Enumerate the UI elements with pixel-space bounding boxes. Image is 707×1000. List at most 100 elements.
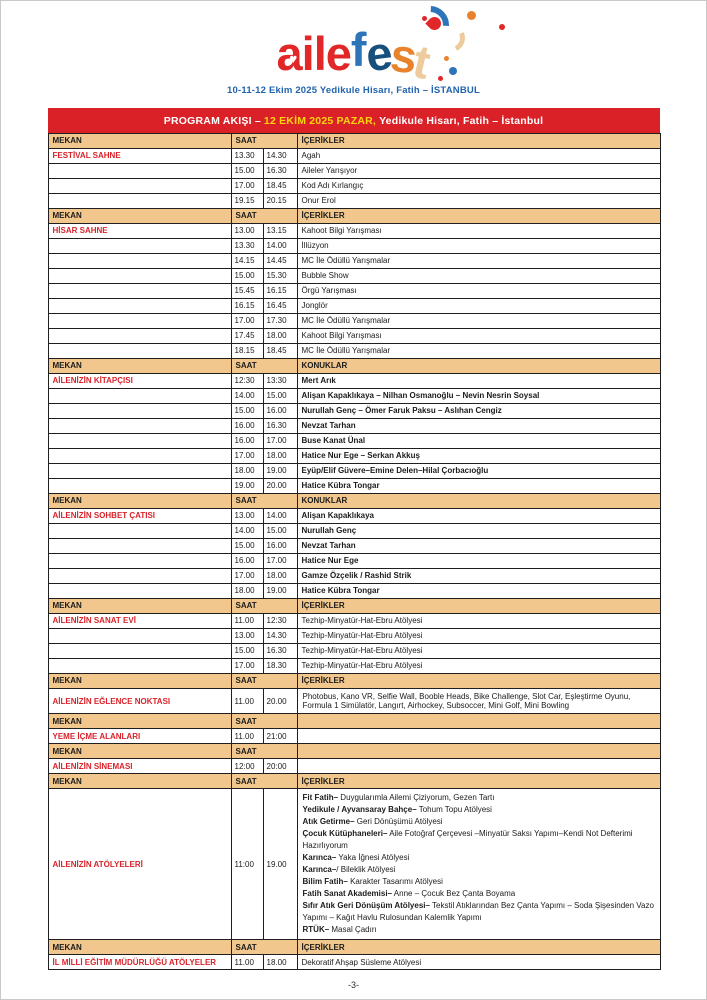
- start-time-cell: 16.00: [230, 433, 264, 449]
- column-header-content: İÇERİKLER: [296, 673, 661, 689]
- column-header-mekan: MEKAN: [47, 358, 232, 374]
- table-row: 16.00 16.30 Nevzat Tarhan: [47, 418, 661, 434]
- section-header-row: MEKAN SAAT: [47, 713, 661, 730]
- start-time-cell: 13.00: [230, 508, 264, 524]
- workshop-item: Çocuk Kütüphaneleri– Aile Fotoğraf Çerçe…: [302, 829, 633, 851]
- venue-cell: AİLENİZİN KİTAPÇISI: [47, 373, 232, 389]
- venue-cell: YEME İÇME ALANLARI: [47, 728, 232, 745]
- venue-cell: AİLENİZİN EĞLENCE NOKTASI: [47, 687, 232, 715]
- start-time-cell: 17.00: [230, 568, 264, 584]
- start-time-cell: 13.30: [230, 238, 264, 254]
- column-header-content: İÇERİKLER: [296, 939, 661, 956]
- workshop-item: Karınca– Yaka İğnesi Atölyesi: [302, 853, 410, 863]
- start-time-cell: 13.00: [230, 628, 264, 644]
- confetti-dot-icon: [421, 16, 427, 21]
- end-time-cell: 18.30: [262, 658, 298, 674]
- start-time-cell: 19.00: [230, 478, 264, 494]
- page-number: -3-: [348, 980, 359, 991]
- end-time-cell: 19.00: [262, 788, 298, 941]
- venue-cell: [47, 418, 232, 434]
- venue-cell: [47, 463, 232, 479]
- end-time-cell: 20.00: [262, 478, 298, 494]
- table-row: 18.00 19.00 Hatice Kübra Tongar: [47, 583, 661, 599]
- end-time-cell: 15.00: [262, 388, 298, 404]
- content-cell: Onur Erol: [296, 193, 661, 209]
- column-header-saat: SAAT: [230, 358, 298, 374]
- content-cell: [296, 758, 661, 775]
- content-cell: Dekoratif Ahşap Süsleme Atölyesi: [296, 954, 661, 971]
- venue-cell: [47, 553, 232, 569]
- table-row: 19.00 20.00 Hatice Kübra Tongar: [47, 478, 661, 494]
- content-cell: Tezhip-Minyatür-Hat-Ebru Atölyesi: [296, 658, 661, 674]
- venue-cell: [47, 568, 232, 584]
- start-time-cell: 17.45: [230, 328, 264, 344]
- venue-cell: [47, 388, 232, 404]
- column-header-content: KONUKLAR: [296, 493, 661, 509]
- start-time-cell: 15.00: [230, 643, 264, 659]
- confetti-dot-icon: [437, 76, 443, 81]
- venue-cell: [47, 313, 232, 329]
- table-row: AİLENİZİN ATÖLYELERİ 11:00 19.00 Fit Fatih–…: [47, 788, 661, 941]
- venue-cell: AİLENİZİN ATÖLYELERİ: [47, 788, 232, 941]
- start-time-cell: 16.15: [230, 298, 264, 314]
- logo-letters-aile: aile: [276, 27, 352, 80]
- column-header-saat: SAAT: [230, 713, 298, 730]
- table-row: AİLENİZİN SİNEMASI 12:00 20:00: [47, 758, 661, 775]
- end-time-cell: 19.00: [262, 583, 298, 599]
- section-header-row: MEKAN SAAT İÇERİKLER: [47, 939, 661, 956]
- table-row: 19.15 20.15 Onur Erol: [47, 193, 661, 209]
- table-row: FESTİVAL SAHNE 13.30 14.30 Agah: [47, 148, 661, 164]
- table-row: HİSAR SAHNE 13.00 13.15 Kahoot Bilgi Yarışm…: [47, 223, 661, 239]
- venue-cell: [47, 253, 232, 269]
- workshop-item: Atık Getirme– Geri Dönüşümü Atölyesi: [302, 817, 443, 827]
- content-cell: Aileler Yarışıyor: [296, 163, 661, 179]
- table-row: 15.45 16.15 Örgü Yarışması: [47, 283, 661, 299]
- program-title-bar: PROGRAM AKIŞI – 12 EKİM 2025 PAZAR, Yedi…: [47, 108, 660, 133]
- venue-cell: [47, 403, 232, 419]
- confetti-dot-icon: [448, 67, 457, 75]
- end-time-cell: 16.15: [262, 283, 298, 299]
- table-row: 14.00 15.00 Alişan Kapaklıkaya – Nilhan Os…: [47, 388, 661, 404]
- end-time-cell: 14.45: [262, 253, 298, 269]
- content-cell: Agah: [296, 148, 661, 164]
- end-time-cell: 18.00: [262, 568, 298, 584]
- table-row: 15.00 16.00 Nevzat Tarhan: [47, 538, 661, 554]
- column-header-saat: SAAT: [230, 208, 298, 224]
- end-time-cell: 17.00: [262, 433, 298, 449]
- start-time-cell: 11.00: [230, 728, 264, 745]
- venue-cell: [47, 178, 232, 194]
- content-cell: Gamze Özçelik / Rashid Strik: [296, 568, 661, 584]
- column-header-mekan: MEKAN: [47, 493, 232, 509]
- confetti-dot-icon: [498, 24, 505, 30]
- program-table-body: MEKAN SAAT İÇERİKLER FESTİVAL SAHNE 13.30 14.…: [47, 133, 661, 971]
- start-time-cell: 17.00: [230, 313, 264, 329]
- venue-cell: [47, 193, 232, 209]
- venue-cell: FESTİVAL SAHNE: [47, 148, 232, 164]
- content-cell: Nurullah Genç: [296, 523, 661, 539]
- content-cell: Hatice Nur Ege – Serkan Akkuş: [296, 448, 661, 464]
- venue-cell: [47, 298, 232, 314]
- header: aile ♥ fest 10-11-12 Ekim 2025 Yedikule Hi…: [0, 0, 707, 96]
- title-prefix: PROGRAM AKIŞI –: [163, 114, 261, 127]
- table-row: 17.45 18.00 Kahoot Bilgi Yarışması: [47, 328, 661, 344]
- start-time-cell: 17.00: [230, 448, 264, 464]
- content-cell: Alişan Kapaklıkaya – Nilhan Osmanoğlu – …: [296, 388, 661, 404]
- table-row: YEME İÇME ALANLARI 11.00 21:00: [47, 728, 661, 745]
- confetti-dot-icon: [443, 56, 449, 61]
- section-header-row: MEKAN SAAT İÇERİKLER: [47, 773, 661, 790]
- end-time-cell: 18.00: [262, 448, 298, 464]
- table-row: 15.00 16.30 Tezhip-Minyatür-Hat-Ebru Atöly…: [47, 643, 661, 659]
- end-time-cell: 13.15: [262, 223, 298, 239]
- ailefest-logo: aile ♥ fest: [276, 0, 505, 89]
- section-header-row: MEKAN SAAT İÇERİKLER: [47, 133, 661, 149]
- start-time-cell: 19.15: [230, 193, 264, 209]
- section-header-row: MEKAN SAAT İÇERİKLER: [47, 208, 661, 224]
- start-time-cell: 11:00: [230, 788, 264, 941]
- content-cell: Buse Kanat Ünal: [296, 433, 661, 449]
- end-time-cell: 14.00: [262, 508, 298, 524]
- start-time-cell: 17.00: [230, 658, 264, 674]
- program-table: MEKAN SAAT İÇERİKLER FESTİVAL SAHNE 13.30 14.…: [47, 133, 661, 971]
- column-header-mekan: MEKAN: [47, 939, 232, 956]
- table-row: 15.00 16.30 Aileler Yarışıyor: [47, 163, 661, 179]
- start-time-cell: 11.00: [230, 613, 264, 629]
